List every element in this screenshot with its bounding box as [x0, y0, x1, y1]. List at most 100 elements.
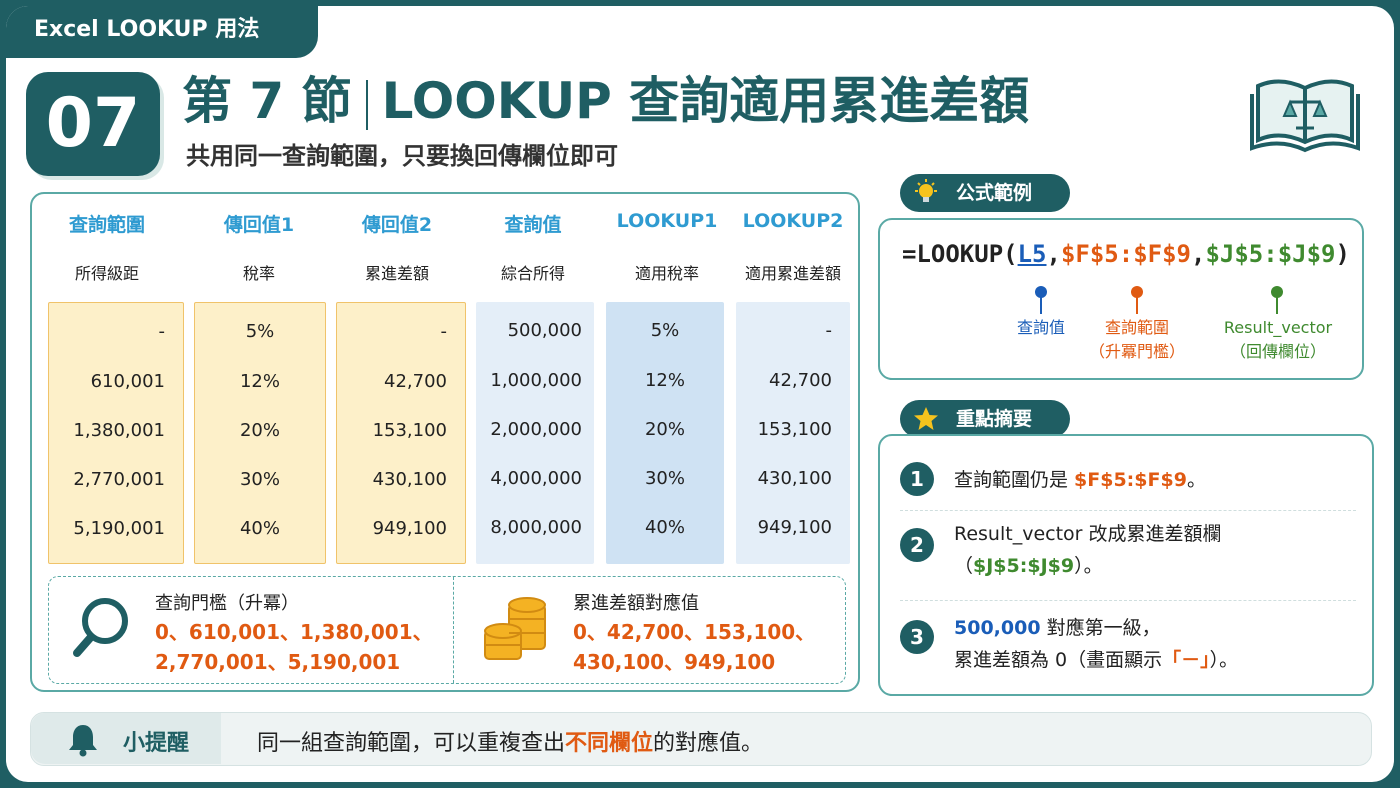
- table-cell: 8,000,000: [490, 517, 582, 538]
- divider: [900, 510, 1356, 511]
- diff-values-line2: 430,100、949,100: [573, 650, 776, 674]
- label-result-vector-note: （回傳欄位）: [1229, 342, 1326, 361]
- page-subtitle: 共用同一查詢範圍，只要換回傳欄位即可: [186, 142, 618, 170]
- label-lookup-vector-note: （升冪門檻）: [1088, 342, 1185, 361]
- lookup-table-panel: 查詢範圍 傳回值1 傳回值2 查詢值 LOOKUP1 LOOKUP2 所得級距 …: [30, 192, 860, 692]
- star-icon: [914, 407, 938, 430]
- highlight: 不同欄位: [565, 731, 654, 756]
- formula-pill-label: 公式範例: [956, 182, 1033, 204]
- highlight: 「－」: [1162, 649, 1210, 671]
- threshold-values-line2: 2,770,001、5,190,001: [155, 650, 401, 674]
- col-sub-applied-rate: 適用稅率: [634, 264, 699, 283]
- key-points-pill: 重點摘要: [900, 400, 1070, 438]
- table-cell: 30%: [644, 468, 685, 489]
- table-cell: 153,100: [757, 419, 832, 440]
- title-separator: [365, 79, 368, 130]
- key-point-number: 2: [900, 528, 934, 562]
- section-number-badge: 07: [26, 72, 160, 176]
- table-cell: 430,100: [372, 469, 447, 490]
- table-cell: -: [825, 320, 833, 341]
- threshold-title: 查詢門檻（升冪）: [155, 593, 299, 614]
- table-cell: 5%: [650, 320, 680, 341]
- col-header-result1: 傳回值1: [223, 214, 295, 236]
- table-cell: 4,000,000: [490, 468, 582, 489]
- table-cell: 1,000,000: [490, 370, 582, 391]
- formula-comma: ,: [1191, 240, 1206, 268]
- table-cell: 40%: [644, 517, 685, 538]
- coins-icon: [484, 597, 546, 660]
- column-lookup-range: - 610,001 1,380,001 2,770,001 5,190,001: [48, 302, 184, 564]
- table-cell: 430,100: [757, 468, 832, 489]
- key-point-number: 3: [900, 620, 934, 654]
- tip-label: 小提醒: [123, 731, 190, 756]
- threshold-values-line1: 0、610,001、1,380,001、: [155, 620, 433, 644]
- diff-title: 累進差額對應值: [573, 593, 699, 614]
- tip-bar: 小提醒 同一組查詢範圍，可以重複查出不同欄位的對應值。: [30, 712, 1372, 766]
- key-points-pill-label: 重點摘要: [956, 408, 1033, 430]
- table-cell: 153,100: [372, 420, 447, 441]
- formula-prefix: =LOOKUP(: [902, 240, 1018, 268]
- pin-lookup-value: [1035, 286, 1047, 314]
- tip-text: 同一組查詢範圍，可以重複查出不同欄位的對應值。: [257, 725, 763, 757]
- text: ）。: [1074, 555, 1103, 577]
- magnifier-icon: [73, 598, 128, 657]
- table-cell: 2,000,000: [490, 419, 582, 440]
- column-result1: 5% 12% 20% 30% 40%: [194, 302, 326, 564]
- diff-values-line1: 0、42,700、153,100、: [573, 620, 816, 644]
- col-sub-tax-rate: 稅率: [242, 264, 275, 283]
- col-sub-total-income: 綜合所得: [500, 264, 565, 283]
- col-sub-progressive-diff: 累進差額: [364, 264, 429, 283]
- key-point-text: Result_vector 改成累進差額欄 （$J$5:$J$9）。: [954, 518, 1222, 582]
- label-lookup-vector: 查詢範圍: [1104, 318, 1169, 337]
- table-cell: 20%: [644, 419, 685, 440]
- col-header-lookup1: LOOKUP1: [616, 210, 718, 232]
- table-cell: 2,770,001: [73, 469, 165, 490]
- book-scale-icon: [1250, 79, 1360, 153]
- lightbulb-icon: [915, 179, 937, 202]
- table-cell: 42,700: [769, 370, 832, 391]
- text: 累進差額為 0（畫面顯示「－」）。: [954, 644, 1238, 676]
- highlight: $J$5:$J$9: [973, 555, 1075, 577]
- highlight: $F$5:$F$9: [1074, 469, 1187, 491]
- tip-label-area: [31, 713, 221, 764]
- title-main: LOOKUP 查詢適用累進差額: [381, 72, 1030, 130]
- text: ）。: [1209, 649, 1239, 671]
- top-tag: Excel LOOKUP 用法: [6, 6, 318, 58]
- col-header-lookup-range: 查詢範圍: [68, 214, 145, 236]
- values-summary-box: 查詢門檻（升冪） 0、610,001、1,380,001、 2,770,001、…: [48, 576, 846, 684]
- column-lookup1: 5% 12% 20% 30% 40%: [606, 302, 724, 564]
- key-point-text: 查詢範圍仍是 $F$5:$F$9。: [954, 464, 1206, 496]
- divider: [453, 577, 454, 683]
- formula-card: =LOOKUP(L5,$F$5:$F$9,$J$5:$J$9) 查詢值 查詢範圍…: [878, 218, 1364, 380]
- text: （: [954, 555, 974, 577]
- formula-arg-lookup-value: L5: [1017, 240, 1047, 268]
- page-title: 第 7 節 LOOKUP 查詢適用累進差額: [182, 66, 1029, 136]
- text: 的對應值。: [653, 731, 764, 756]
- table-cell: 949,100: [757, 517, 832, 538]
- bell-icon: [69, 725, 97, 757]
- divider: [900, 600, 1356, 601]
- table-cell: 500,000: [507, 320, 582, 341]
- text: （$J$5:$J$9）。: [954, 550, 1222, 582]
- text: Result_vector 改成累進差額欄: [954, 523, 1222, 545]
- text: 對應第一級，: [1040, 617, 1161, 639]
- col-sub-applied-diff: 適用累進差額: [744, 264, 841, 283]
- text: 。: [1186, 469, 1206, 491]
- text: 累進差額為 0（畫面顯示: [954, 649, 1163, 671]
- key-points-card: 1 查詢範圍仍是 $F$5:$F$9。 2 Result_vector 改成累進…: [878, 434, 1374, 696]
- slide: Excel LOOKUP 用法 07 第 7 節 LOOKUP 查詢適用累進差額 …: [6, 6, 1394, 782]
- table-cell: -: [440, 321, 448, 342]
- column-lookup2: - 42,700 153,100 430,100 949,100: [736, 302, 850, 564]
- formula-arg-lookup-vector: $F$5:$F$9: [1060, 240, 1191, 268]
- formula-arg-result-vector: $J$5:$J$9: [1205, 240, 1336, 268]
- pin-result-vector: [1271, 286, 1283, 314]
- label-lookup-value: 查詢值: [1016, 318, 1065, 337]
- highlight: 500,000: [954, 617, 1041, 639]
- key-point-text: 500,000 對應第一級， 累進差額為 0（畫面顯示「－」）。: [954, 612, 1238, 676]
- table-cell: 30%: [239, 469, 280, 490]
- table-cell: 12%: [644, 370, 685, 391]
- col-sub-income-bracket: 所得級距: [74, 264, 139, 283]
- table-cell: 949,100: [372, 518, 447, 539]
- text: 查詢範圍仍是: [954, 469, 1075, 491]
- table-cell: 12%: [239, 371, 280, 392]
